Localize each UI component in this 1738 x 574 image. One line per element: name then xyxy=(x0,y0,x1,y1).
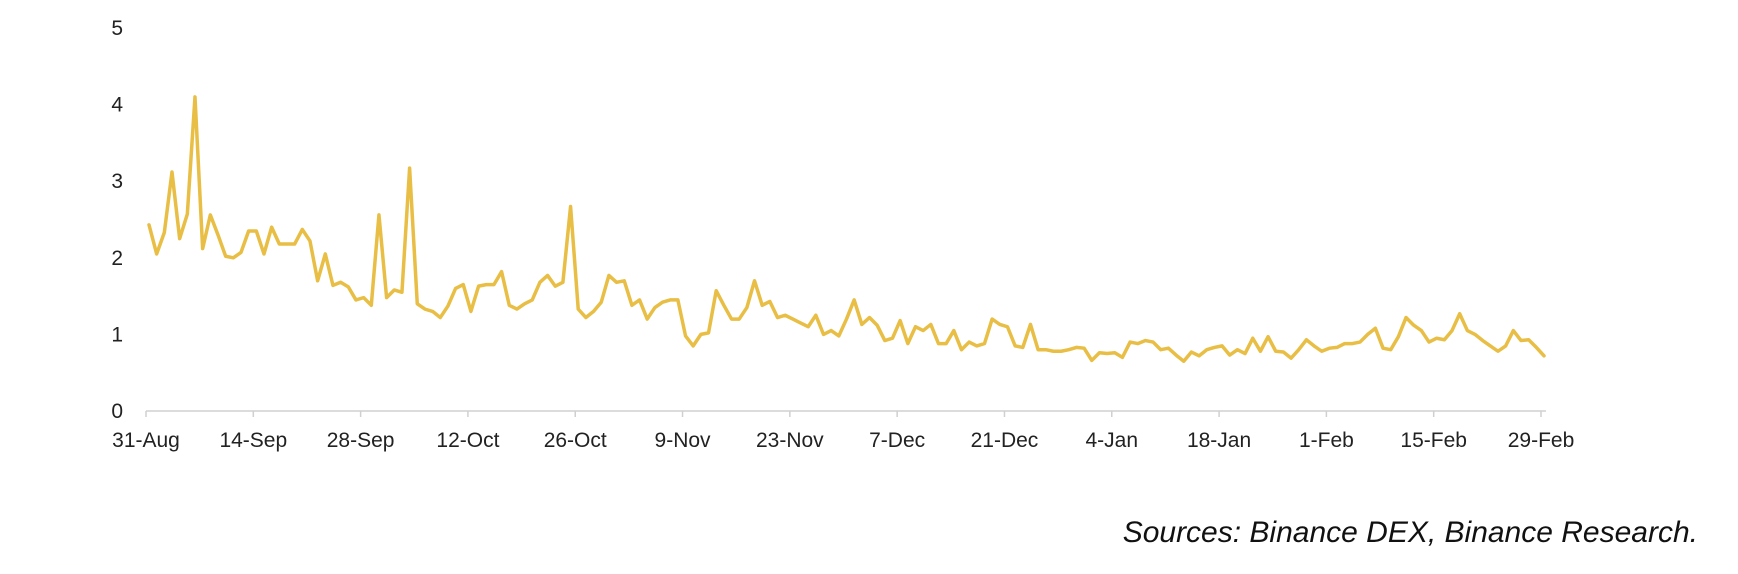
x-tick-label: 14-Sep xyxy=(219,429,287,452)
y-tick-label: 4 xyxy=(111,94,123,117)
x-tick-label: 31-Aug xyxy=(112,429,180,452)
x-tick-label: 28-Sep xyxy=(327,429,395,452)
y-tick-label: 5 xyxy=(111,17,123,40)
x-tick-label: 18-Jan xyxy=(1187,429,1251,452)
y-tick-label: 3 xyxy=(111,170,123,193)
x-tick-label: 9-Nov xyxy=(655,429,712,452)
x-tick-label: 26-Oct xyxy=(544,429,607,452)
x-axis-labels: 31-Aug 14-Sep 28-Sep 12-Oct 26-Oct 9-Nov 23-No… xyxy=(112,429,1574,452)
sources-note: Sources: Binance DEX, Binance Research. xyxy=(1122,516,1698,549)
x-tick-label: 15-Feb xyxy=(1400,429,1467,452)
x-tick-label: 23-Nov xyxy=(756,429,824,452)
x-tick-label: 4-Jan xyxy=(1086,429,1139,452)
x-tick-label: 29-Feb xyxy=(1508,429,1575,452)
series-group xyxy=(147,95,1546,363)
x-tick-label: 12-Oct xyxy=(436,429,499,452)
x-tick-label: 21-Dec xyxy=(971,429,1039,452)
y-tick-label: 0 xyxy=(111,400,123,423)
x-tick-label: 7-Dec xyxy=(869,429,925,452)
y-tick-label: 2 xyxy=(111,247,123,270)
y-axis-labels: 0 1 2 3 4 5 xyxy=(111,17,123,423)
series-line xyxy=(147,95,1546,363)
x-axis xyxy=(145,410,1546,417)
y-tick-label: 1 xyxy=(111,323,123,346)
x-tick-label: 1-Feb xyxy=(1299,429,1354,452)
